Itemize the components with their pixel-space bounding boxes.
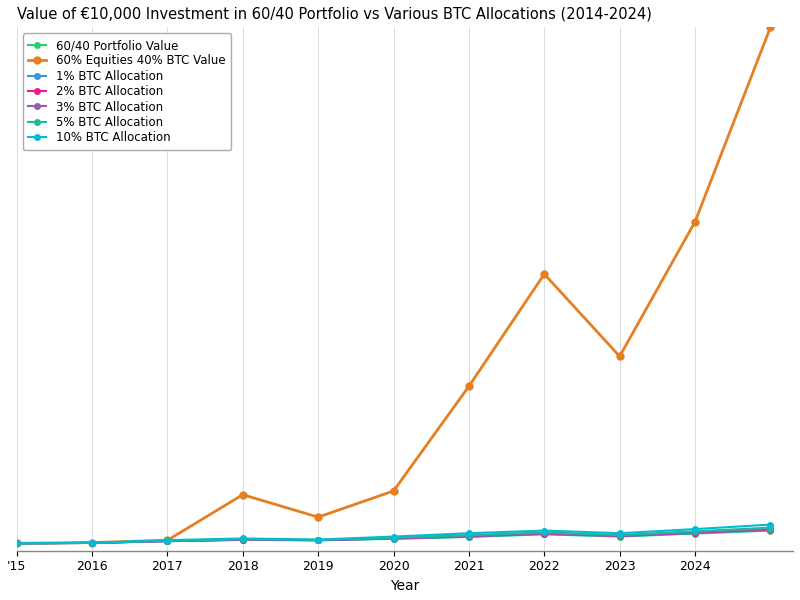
60% Equities 40% BTC Value (87, 539, 97, 546)
60/40 Portfolio Value (87, 539, 97, 547)
3% BTC Allocation (766, 525, 775, 532)
1% BTC Allocation (314, 536, 323, 544)
3% BTC Allocation (162, 538, 172, 545)
Line: 2% BTC Allocation: 2% BTC Allocation (14, 527, 774, 546)
5% BTC Allocation (162, 537, 172, 544)
5% BTC Allocation (87, 539, 97, 547)
10% BTC Allocation (615, 530, 625, 537)
60% Equities 40% BTC Value (162, 537, 172, 544)
2% BTC Allocation (12, 539, 22, 547)
2% BTC Allocation (238, 536, 247, 543)
2% BTC Allocation (162, 538, 172, 545)
3% BTC Allocation (539, 530, 549, 537)
10% BTC Allocation (87, 539, 97, 547)
10% BTC Allocation (314, 536, 323, 543)
10% BTC Allocation (389, 533, 398, 540)
2% BTC Allocation (464, 533, 474, 540)
10% BTC Allocation (464, 530, 474, 537)
60% Equities 40% BTC Value (12, 539, 22, 547)
3% BTC Allocation (87, 539, 97, 547)
2% BTC Allocation (539, 530, 549, 537)
Line: 5% BTC Allocation: 5% BTC Allocation (14, 525, 774, 546)
2% BTC Allocation (766, 526, 775, 533)
60/40 Portfolio Value (389, 535, 398, 542)
60% Equities 40% BTC Value (464, 383, 474, 390)
1% BTC Allocation (238, 536, 247, 544)
1% BTC Allocation (87, 539, 97, 547)
60/40 Portfolio Value (539, 531, 549, 538)
3% BTC Allocation (314, 536, 323, 544)
10% BTC Allocation (238, 535, 247, 542)
60/40 Portfolio Value (314, 537, 323, 544)
2% BTC Allocation (690, 529, 700, 536)
1% BTC Allocation (690, 530, 700, 537)
60% Equities 40% BTC Value (615, 353, 625, 360)
10% BTC Allocation (690, 526, 700, 533)
2% BTC Allocation (389, 535, 398, 542)
1% BTC Allocation (766, 526, 775, 533)
1% BTC Allocation (464, 533, 474, 540)
3% BTC Allocation (690, 529, 700, 536)
60% Equities 40% BTC Value (766, 23, 775, 31)
60% Equities 40% BTC Value (690, 218, 700, 226)
5% BTC Allocation (539, 529, 549, 536)
1% BTC Allocation (615, 533, 625, 540)
60% Equities 40% BTC Value (314, 514, 323, 521)
1% BTC Allocation (162, 538, 172, 545)
60/40 Portfolio Value (690, 530, 700, 537)
60/40 Portfolio Value (464, 533, 474, 541)
5% BTC Allocation (690, 528, 700, 535)
Line: 60% Equities 40% BTC Value: 60% Equities 40% BTC Value (13, 24, 774, 547)
10% BTC Allocation (539, 527, 549, 534)
5% BTC Allocation (238, 536, 247, 543)
2% BTC Allocation (615, 532, 625, 539)
60% Equities 40% BTC Value (238, 491, 247, 498)
Line: 1% BTC Allocation: 1% BTC Allocation (14, 527, 774, 546)
3% BTC Allocation (12, 539, 22, 547)
60% Equities 40% BTC Value (539, 271, 549, 278)
3% BTC Allocation (389, 535, 398, 542)
X-axis label: Year: Year (390, 579, 419, 593)
5% BTC Allocation (766, 524, 775, 531)
10% BTC Allocation (162, 536, 172, 544)
60/40 Portfolio Value (238, 536, 247, 544)
5% BTC Allocation (389, 534, 398, 541)
1% BTC Allocation (389, 535, 398, 542)
Line: 3% BTC Allocation: 3% BTC Allocation (14, 526, 774, 546)
3% BTC Allocation (615, 532, 625, 539)
60/40 Portfolio Value (162, 538, 172, 545)
2% BTC Allocation (314, 536, 323, 544)
Text: Value of €10,000 Investment in 60/40 Portfolio vs Various BTC Allocations (2014-: Value of €10,000 Investment in 60/40 Por… (17, 7, 651, 22)
3% BTC Allocation (238, 536, 247, 543)
Line: 10% BTC Allocation: 10% BTC Allocation (14, 522, 774, 546)
60/40 Portfolio Value (766, 527, 775, 534)
5% BTC Allocation (464, 532, 474, 539)
60/40 Portfolio Value (12, 539, 22, 547)
Legend: 60/40 Portfolio Value, 60% Equities 40% BTC Value, 1% BTC Allocation, 2% BTC All: 60/40 Portfolio Value, 60% Equities 40% … (22, 33, 231, 150)
60/40 Portfolio Value (615, 533, 625, 540)
60% Equities 40% BTC Value (389, 487, 398, 494)
2% BTC Allocation (87, 539, 97, 547)
10% BTC Allocation (766, 521, 775, 528)
5% BTC Allocation (314, 536, 323, 544)
5% BTC Allocation (615, 532, 625, 539)
1% BTC Allocation (539, 530, 549, 538)
10% BTC Allocation (12, 539, 22, 547)
Line: 60/40 Portfolio Value: 60/40 Portfolio Value (14, 528, 774, 546)
3% BTC Allocation (464, 532, 474, 539)
1% BTC Allocation (12, 539, 22, 547)
5% BTC Allocation (12, 539, 22, 547)
